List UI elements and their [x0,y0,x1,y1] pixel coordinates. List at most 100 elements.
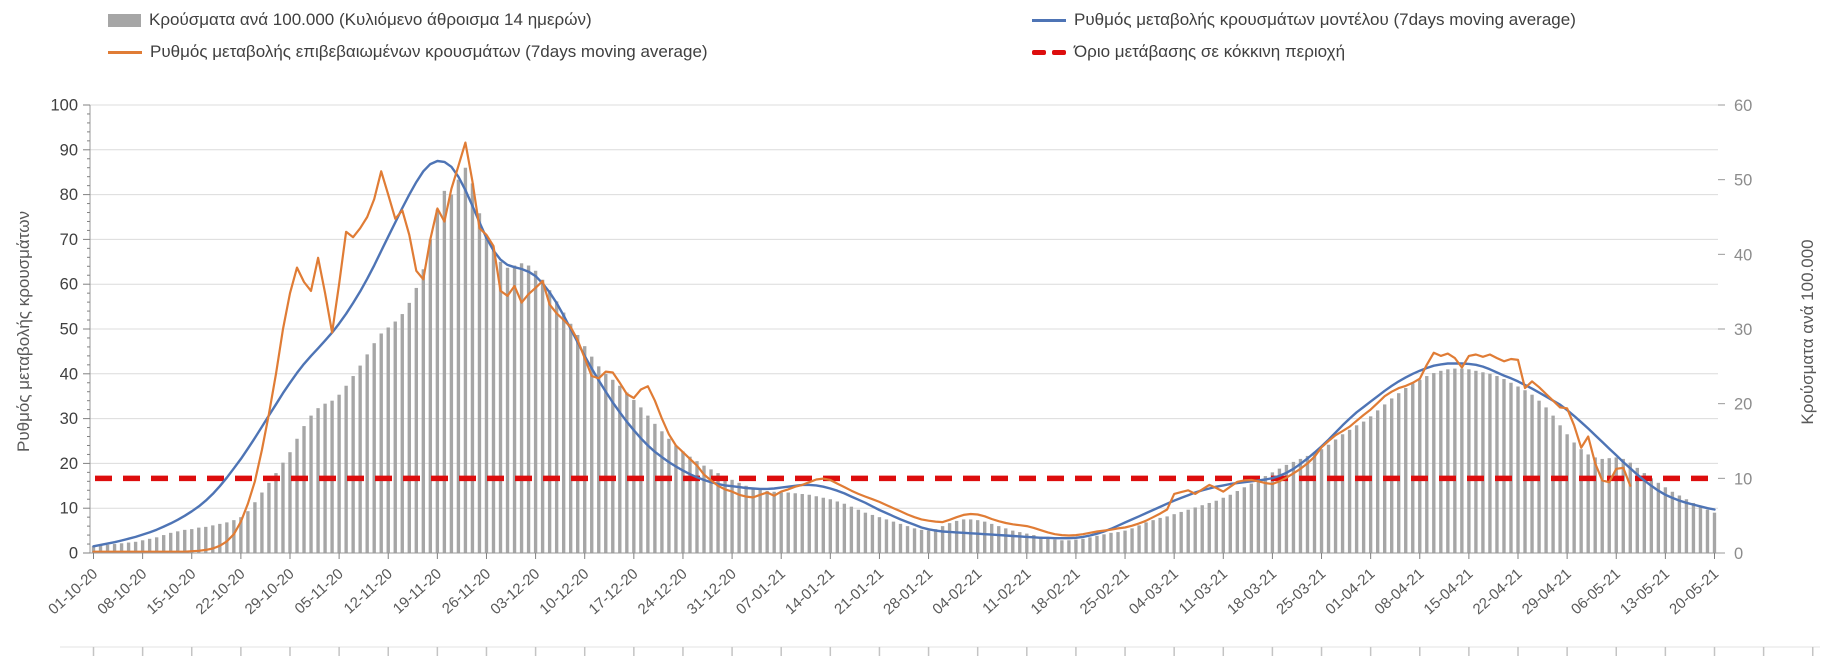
bar [990,523,994,553]
bar [1319,449,1324,553]
line-swatch-icon [108,50,142,54]
bar [1453,368,1457,553]
bar [1516,386,1520,553]
x-tick-label: 29-04-21 [1519,565,1575,618]
bar [968,519,973,553]
x-tick-label: 21-01-21 [831,565,887,618]
legend-label: Ρυθμός μεταβολής επιβεβαιωμένων κρουσμάτ… [150,42,708,61]
x-tick-label: 20-05-21 [1666,565,1722,618]
bar [744,485,748,553]
bar [1102,534,1106,553]
bar [112,544,117,553]
bar [891,521,896,553]
bar [1137,525,1141,553]
bar [807,494,811,553]
x-tick-label: 18-02-21 [1028,565,1084,618]
bar [267,482,271,553]
bar [1046,538,1050,553]
y-right-tick-label: 40 [1734,246,1752,264]
bar [786,492,790,553]
bar [723,476,727,553]
bar [779,492,783,553]
bar [1004,528,1008,553]
bar [1586,454,1590,553]
x-tick-label: 31-12-20 [684,565,740,618]
bar [365,354,369,553]
bar [147,538,152,553]
bar [1277,468,1282,553]
bar [1411,383,1415,553]
x-tick-label: 18-03-21 [1224,565,1280,618]
bar [870,514,875,553]
bar [1523,390,1527,553]
bar [646,415,650,553]
bar [414,287,418,553]
bar [1551,415,1555,553]
bar [218,523,222,553]
bar [1635,467,1639,553]
bar [1474,370,1478,553]
bar [590,356,594,553]
bar [1053,539,1057,553]
bar [983,521,987,553]
bar [849,506,854,553]
bar [814,496,818,553]
bar [281,462,285,553]
x-tick-label: 28-01-21 [880,565,936,618]
bar [1340,434,1345,553]
bar [1579,449,1583,553]
bar [98,545,103,553]
bar [161,535,166,553]
bar [232,520,236,553]
bar [253,502,257,553]
bar [1361,421,1366,553]
bar [919,529,924,553]
bar [1032,535,1036,553]
x-tick-label: 01-10-20 [45,565,101,618]
bar [1151,520,1155,553]
bar [793,493,797,553]
bar [674,445,678,553]
x-tick-label: 10-12-20 [536,565,592,618]
x-tick-label: 01-04-21 [1322,565,1378,618]
bar [583,346,587,553]
bar [611,379,615,553]
bar [1544,407,1548,553]
x-tick-label: 14-01-21 [782,565,838,618]
bar [126,542,131,553]
confirmed-rate-line [92,141,1632,553]
bar [877,517,882,553]
legend-item-model-rate: Ρυθμός μεταβολής κρουσμάτων μοντέλου (7d… [1032,10,1576,30]
y-left-tick-label: 40 [60,365,78,383]
bar [407,302,411,553]
bar [477,213,482,553]
bar [1186,509,1190,553]
bar [183,529,187,553]
bar [540,279,545,553]
bar [1397,393,1401,553]
bar [667,438,671,553]
bar [1698,506,1703,553]
x-tick-label: 07-01-21 [733,565,789,618]
y-left-tick-label: 60 [60,276,78,294]
bar [1530,394,1534,553]
y-left-tick-label: 100 [50,97,78,115]
bar [1312,452,1317,553]
x-tick-label: 22-04-21 [1470,565,1526,618]
bar [604,373,608,553]
bar [140,540,145,553]
bar [400,314,404,553]
gridlines [90,104,1718,509]
x-tick-label: 29-10-20 [242,565,298,618]
x-tick-label: 22-10-20 [193,565,249,618]
line-swatch-icon [1032,18,1066,22]
bar [1326,444,1331,553]
x-tick-label: 11-02-21 [979,565,1034,617]
bar [1600,458,1604,553]
bar [1614,457,1618,553]
bar [1207,502,1211,553]
bar [1249,483,1254,553]
bar [119,543,124,553]
bar [1684,499,1689,553]
